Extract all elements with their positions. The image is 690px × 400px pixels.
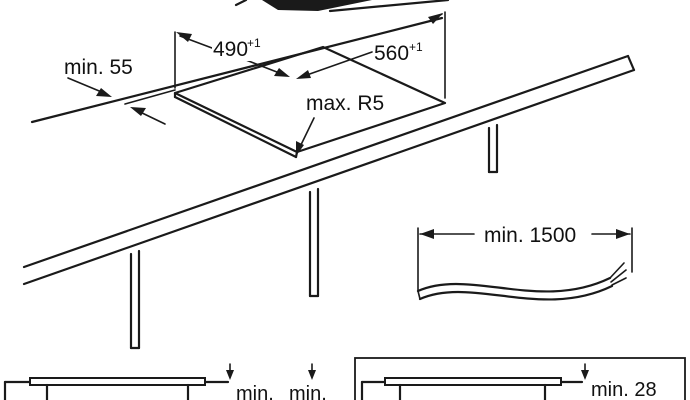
left-clearance-label-b: min.	[289, 383, 327, 400]
front-clearance-dimension	[67, 77, 176, 125]
cable-length-label: min. 1500	[484, 224, 576, 247]
cutout-depth-label: 490	[213, 38, 248, 61]
section-left	[3, 363, 316, 400]
left-clearance-label-a: min.	[236, 383, 274, 400]
front-clearance-label: min. 55	[64, 56, 133, 79]
worktop	[22, 16, 636, 286]
worktop-legs	[129, 123, 499, 350]
radius-leader	[296, 117, 315, 156]
right-clearance-label: min. 28	[591, 379, 657, 400]
cutout-depth-dimension	[174, 31, 290, 89]
cutout-depth-tolerance: +1	[247, 36, 261, 50]
cutout-width-dimension	[296, 11, 446, 99]
hob-top-edge	[234, 0, 450, 13]
cable-length-dimension	[417, 227, 633, 291]
mains-cable	[416, 262, 627, 301]
cutout-width-label: 560	[374, 42, 409, 65]
section-right	[354, 357, 686, 400]
cutout-width-tolerance: +1	[409, 40, 423, 54]
corner-radius-label: max. R5	[306, 92, 384, 115]
